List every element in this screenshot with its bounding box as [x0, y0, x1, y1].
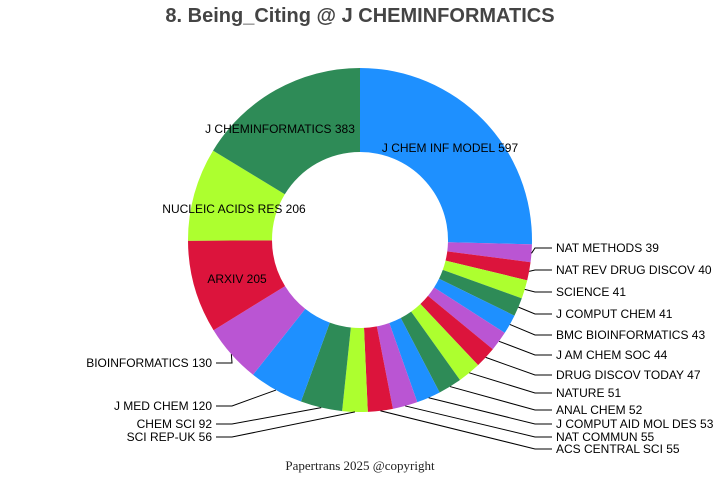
slice-label: NUCLEIC ACIDS RES 206 [162, 202, 306, 216]
slice-j-cheminformatics[interactable] [213, 67, 360, 195]
slice-j-med-chem[interactable] [253, 308, 330, 402]
slice-label: J CHEM INF MODEL 597 [382, 141, 519, 155]
leader-line [216, 354, 233, 364]
slice-j-comput-aid-mol-des[interactable] [389, 318, 440, 403]
slice-drug-discov-today[interactable] [420, 295, 493, 366]
slice-anal-chem[interactable] [400, 311, 460, 393]
slice-label: J CHEMINFORMATICS 383 [205, 122, 355, 136]
slice-label: SCI REP-UK 56 [127, 430, 213, 444]
leader-line [524, 288, 552, 293]
slice-j-chem-inf-model[interactable] [360, 68, 532, 245]
leader-line [380, 410, 552, 450]
slice-nucleic-acids-res[interactable] [188, 150, 285, 241]
slice-label: NAT METHODS 39 [556, 241, 659, 255]
slice-label: J COMPUT CHEM 41 [556, 307, 673, 321]
slice-label: NAT REV DRUG DISCOV 40 [556, 263, 712, 277]
leader-line [498, 340, 552, 356]
slice-label: BIOINFORMATICS 130 [86, 356, 212, 370]
slice-sci-rep-uk[interactable] [342, 327, 368, 412]
leader-line [428, 397, 552, 425]
slice-j-am-chem-soc[interactable] [427, 287, 505, 350]
slice-label: ANAL CHEM 52 [556, 403, 643, 417]
chart-title: 8. Being_Citing @ J CHEMINFORMATICS [165, 5, 555, 27]
slice-label: ACS CENTRAL SCI 55 [556, 442, 680, 456]
slice-label: NAT COMMUN 55 [556, 430, 655, 444]
leader-line [485, 356, 552, 376]
slice-arxiv[interactable] [188, 240, 286, 331]
slice-label: NATURE 51 [556, 386, 621, 400]
slice-j-comput-chem[interactable] [439, 269, 522, 316]
slice-chem-sci[interactable] [300, 322, 351, 412]
slice-nat-methods[interactable] [447, 242, 532, 263]
copyright-footer: Papertrans 2025 @copyright [285, 458, 435, 473]
slice-acs-central-sci[interactable] [363, 326, 393, 412]
leader-line [518, 306, 552, 315]
slice-label: ARXIV 205 [207, 272, 267, 286]
slice-nat-commun[interactable] [376, 322, 418, 409]
slice-bmc-bioinformatics[interactable] [434, 278, 515, 333]
slice-label: BMC BIOINFORMATICS 43 [556, 328, 705, 342]
slice-nat-rev-drug-discov[interactable] [445, 251, 531, 281]
slice-nature[interactable] [411, 303, 479, 380]
slice-label: J MED CHEM 120 [114, 399, 212, 413]
leader-line [531, 247, 552, 254]
slice-label: J AM CHEM SOC 44 [556, 348, 668, 362]
leader-line [469, 372, 552, 394]
slice-label: DRUG DISCOV TODAY 47 [556, 368, 701, 382]
leader-line [216, 411, 356, 438]
leader-line [216, 407, 322, 425]
leader-line [529, 269, 552, 272]
leader-line [449, 386, 552, 411]
slice-bioinformatics[interactable] [213, 286, 306, 375]
leader-line [216, 389, 277, 407]
slice-label: SCIENCE 41 [556, 285, 626, 299]
leader-line [405, 405, 552, 438]
slice-label: J COMPUT AID MOL DES 53 [556, 417, 714, 431]
leader-line [509, 324, 552, 336]
slice-science[interactable] [442, 260, 528, 299]
slice-label: CHEM SCI 92 [137, 417, 213, 431]
